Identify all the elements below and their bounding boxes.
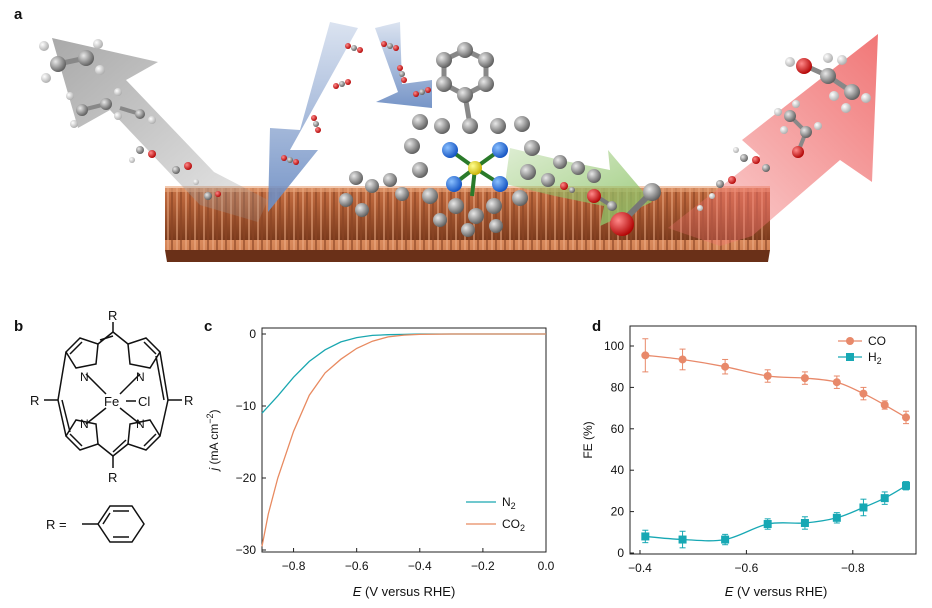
chart-d-co-point (859, 389, 868, 398)
chart-d-series-co-line (645, 354, 907, 418)
chart-d-xtick-label: −0.6 (735, 561, 759, 575)
panel-a-illustration (39, 22, 878, 262)
chart-d-co-point (721, 362, 730, 371)
atom-r-bottom: R (108, 470, 117, 485)
chart-d-h2-point (721, 535, 730, 544)
chart-c-xtick-label: 0.0 (538, 559, 555, 573)
chart-d-ylabel: FE (%) (581, 421, 595, 458)
chart-c-xtick-label: −0.2 (471, 559, 495, 573)
chart-c-series-n2-line (261, 333, 546, 414)
chart-d-h2-point (678, 535, 687, 544)
atom-n-br: N (136, 417, 145, 431)
panel-b-labels: R R R R N N N N Fe Cl R = (30, 308, 193, 532)
panel-d-label: d (592, 318, 602, 335)
chart-d-frame (629, 325, 917, 555)
small-molecules-left (129, 146, 221, 200)
red-product-arrow (668, 34, 878, 246)
chart-d-ytick-label: 100 (604, 339, 624, 353)
chart-d-ytick-label: 0 (617, 546, 624, 560)
atom-n-tr: N (136, 370, 145, 384)
alcohol-molecule-top-right (785, 53, 871, 113)
chart-d-xtick-label: −0.4 (628, 561, 652, 575)
chart-d-co-point (832, 378, 841, 387)
phenyl-substituent (82, 505, 145, 543)
gray-product-arrow (52, 38, 268, 222)
chart-c: −0.8 −0.6 −0.4 −0.2 0.0 0 −10 −20 −30 j (mA cm−2… (205, 327, 555, 599)
chart-d-h2-point (641, 532, 650, 541)
chart-c-ytick-label: −20 (236, 471, 257, 485)
chart-c-xlabel: E (V versus RHE) (353, 584, 456, 599)
atom-r-right: R (184, 393, 193, 408)
atom-r-left: R (30, 393, 39, 408)
chart-d-h2-point (800, 518, 809, 527)
chart-d-co-point (763, 372, 772, 381)
atom-n-bl: N (80, 417, 89, 431)
blue-co2-arrow-right (375, 22, 432, 108)
ethanol-molecule-left (66, 88, 156, 128)
legend-co-marker (846, 337, 854, 345)
chart-d-h2-point (859, 503, 868, 512)
chart-c-xtick-label: −0.4 (408, 559, 432, 573)
chart-d-series-h2-line (645, 485, 907, 542)
chart-d-xtick-label: −0.8 (841, 561, 865, 575)
chart-d-co-point (641, 351, 650, 360)
porphyrin-skeleton (44, 322, 182, 468)
atom-n-tl: N (80, 370, 89, 384)
atom-fe: Fe (104, 394, 119, 409)
chart-d-ytick-label: 20 (611, 505, 625, 519)
chart-d-ytick-label: 80 (611, 380, 625, 394)
fe-porphyrin-model (339, 42, 601, 237)
ethane-molecule-top-left (39, 39, 105, 83)
chart-d-co-point (678, 355, 687, 364)
co-adsorbate (560, 182, 661, 236)
chart-d-h2-point (902, 481, 910, 490)
chart-c-ytick-label: 0 (249, 327, 256, 341)
legend-n2-label: N2 (502, 495, 516, 511)
chart-d-h2-point (763, 520, 772, 529)
chart-c-legend: N2 CO2 (466, 495, 525, 533)
panel-c-label: c (204, 318, 213, 335)
chart-d-co-point (800, 374, 809, 383)
chart-c-ylabel: j (mA cm−2) (205, 410, 221, 473)
atom-r-top: R (108, 308, 117, 323)
chart-d-xlabel: E (V versus RHE) (725, 584, 828, 599)
chart-c-xtick-label: −0.6 (345, 559, 369, 573)
chart-d-ytick-label: 40 (611, 463, 625, 477)
r-equals: R = (46, 517, 67, 532)
co2-molecules (281, 41, 431, 165)
chart-d-h2-point (832, 513, 841, 522)
legend-h2-label: H2 (868, 350, 882, 366)
chart-c-series-co2-line (261, 333, 546, 547)
chart-c-ytick-label: −30 (236, 543, 257, 557)
chart-c-ytick-label: −10 (236, 399, 257, 413)
panel-a-label: a (14, 6, 23, 23)
blue-co2-arrow-left (268, 22, 358, 212)
chart-d-co-point (902, 413, 910, 422)
panel-b-structure (44, 322, 182, 543)
chart-d-co-point (880, 400, 889, 409)
legend-co2-label: CO2 (502, 517, 525, 533)
chart-d-ytick-label: 60 (611, 422, 625, 436)
chart-d: −0.8 −0.6 −0.4 0 20 40 60 80 100 FE (%) E (V ver… (581, 325, 917, 599)
atom-cl: Cl (138, 394, 150, 409)
chart-c-xtick-label: −0.8 (282, 559, 306, 573)
legend-h2-marker (846, 353, 854, 361)
chart-c-frame (261, 327, 547, 553)
chart-d-legend: CO H2 (838, 334, 886, 366)
alcohol-molecule-mid-right (774, 100, 822, 158)
small-molecules-right (697, 147, 770, 211)
chart-d-h2-point (880, 494, 889, 503)
legend-co-label: CO (868, 334, 886, 348)
panel-b-label: b (14, 318, 24, 335)
